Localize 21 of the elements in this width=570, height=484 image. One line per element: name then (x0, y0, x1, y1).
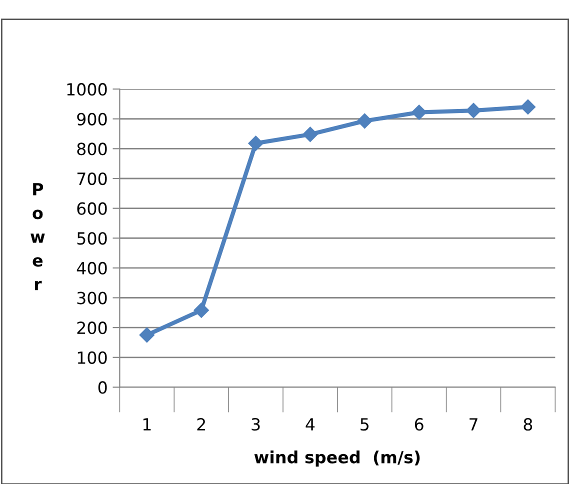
y-tick-label: 0 (98, 381, 107, 394)
y-tick-label: 900 (77, 112, 107, 126)
y-tick-label: 400 (76, 262, 107, 275)
y-tick-label: 200 (77, 322, 107, 334)
x-tick-label: 2 (197, 418, 205, 430)
x-tick-label: 7 (470, 418, 478, 430)
y-tick-label: 1000 (67, 83, 107, 96)
y-tick-label: 600 (77, 202, 107, 215)
x-tick-label: 5 (360, 418, 369, 431)
x-tick-label: 8 (524, 418, 532, 431)
x-tick-label: 3 (252, 418, 260, 431)
y-tick-label: 500 (77, 232, 107, 245)
y-tick-label: 700 (77, 172, 107, 186)
x-tick-label: 6 (414, 418, 424, 431)
x-tick-label: 1 (143, 418, 151, 430)
y-tick-label: 800 (77, 142, 107, 156)
x-tick-label: 4 (306, 418, 315, 430)
y-tick-label: 100 (78, 351, 107, 364)
y-tick-label: 300 (77, 292, 107, 304)
x-axis-title: wind speed (m/s) (254, 450, 420, 467)
y-axis-title: Power (30, 183, 45, 290)
